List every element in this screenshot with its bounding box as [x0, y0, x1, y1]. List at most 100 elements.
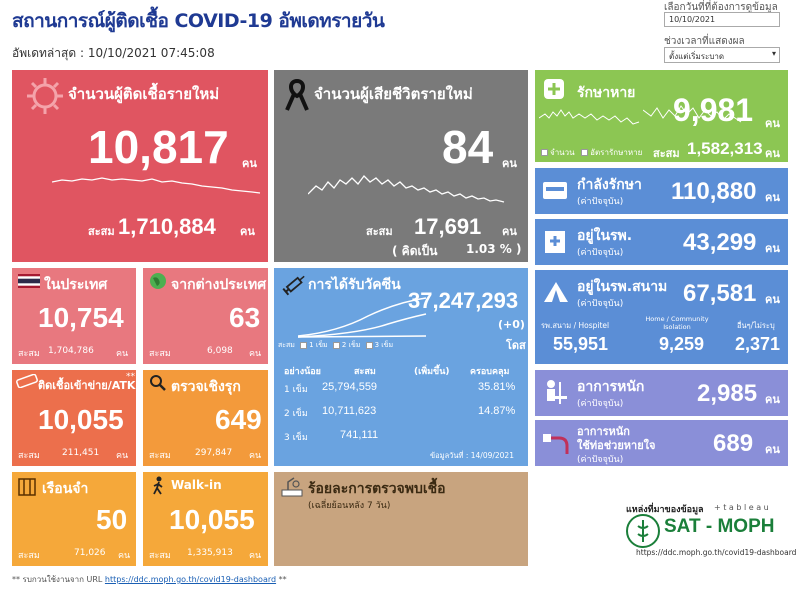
recovered-title: รักษาหาย [577, 85, 636, 101]
vaccine-as-of: ข้อมูลวันที่ : 14/09/2021 [430, 451, 514, 460]
severe-title: อาการหนัก [577, 379, 645, 395]
field-hospital-sub: (ค่าปัจจุบัน) [577, 299, 624, 309]
recovery-rate-line [643, 105, 742, 123]
hospital-icon [545, 231, 565, 253]
ventilator-card: อาการหนัก ใช้ท่อช่วยหายใจ (ค่าปัจจุบัน) … [535, 420, 788, 466]
vaccine-col-cum: สะสม [354, 367, 376, 377]
vaccine-col-cov: ครอบคลุม [470, 367, 510, 377]
tableau-logo: + t a b l e a u [714, 503, 769, 512]
vaccine-legend: สะสม 1 เข็ม 2 เข็ม 3 เข็ม [278, 340, 393, 351]
vaccine-row-dose: 3 เข็ม [284, 433, 308, 443]
domestic-cum-unit: คน [116, 349, 129, 359]
ventilator-unit: คน [765, 443, 780, 456]
period-filter-value: ตั้งแต่เริ่มระบาด [669, 52, 725, 61]
field-hospitel-label: รพ.สนาม / Hospitel [541, 321, 610, 330]
footer-prefix: ** รบกวนใช้งานจาก URL [12, 575, 103, 584]
vaccine-row-cum: 741,111 [340, 429, 379, 441]
recovered-value: 9,981 [673, 92, 754, 128]
recovered-cum-label: สะสม [653, 147, 680, 160]
prison-title: เรือนจำ [42, 481, 89, 497]
virus-icon [27, 78, 63, 114]
legend-dose2-label: 2 เข็ม [341, 341, 361, 349]
source-label: แหล่งที่มาของข้อมูล [626, 505, 704, 515]
foreign-cum-value: 6,098 [207, 346, 233, 356]
legend-dose2-checkbox[interactable] [332, 341, 340, 349]
network-atk-note: ** [126, 372, 135, 382]
last-updated: อัพเดทล่าสุด : 10/10/2021 07:45:08 [12, 44, 215, 63]
deaths-card: จำนวนผู้เสียชีวิตรายใหม่ 84 คน สะสม 17,6… [274, 70, 528, 262]
positivity-title: ร้อยละการตรวจพบเชื้อ [308, 481, 446, 497]
lab-test-icon [281, 477, 303, 497]
footer-link[interactable]: https://ddc.moph.go.th/covid19-dashboard [104, 575, 277, 584]
prison-card: เรือนจำ 50 สะสม 71,026 คน [12, 472, 136, 566]
ventilator-title2: ใช้ท่อช่วยหายใจ [577, 439, 656, 452]
treating-title: กำลังรักษา [577, 177, 642, 193]
deaths-cum-value: 17,691 [414, 214, 482, 239]
updated-label: อัพเดทล่าสุด : [12, 46, 84, 60]
vaccine-col-dose: อย่างน้อย [284, 367, 321, 377]
test-kit-icon [16, 374, 38, 388]
date-filter-input[interactable]: 10/10/2021 [664, 12, 780, 27]
field-home-isolation-label: Home / Community Isolation [645, 315, 709, 331]
new-cases-card: จำนวนผู้ติดเชื้อรายใหม่ 10,817 คน สะสม 1… [12, 70, 268, 262]
proactive-title: ตรวจเชิงรุก [171, 379, 241, 395]
ribbon-icon [285, 78, 309, 111]
prison-value: 50 [96, 504, 128, 535]
walkin-cum-label: สะสม [149, 551, 171, 561]
field-hospital-unit: คน [765, 293, 780, 306]
foreign-title: จากต่างประเทศ [171, 277, 267, 293]
network-atk-value: 10,055 [38, 404, 124, 435]
deaths-title: จำนวนผู้เสียชีวิตรายใหม่ [314, 85, 473, 103]
deaths-pct-label: ( คิดเป็น [392, 244, 438, 258]
hospital-card: อยู่ในรพ. (ค่าปัจจุบัน) 43,299 คน [535, 219, 788, 265]
magnifier-icon [150, 375, 166, 391]
vaccine-title: การได้รับวัคซีน [308, 277, 401, 293]
field-hospitel-value: 55,951 [553, 334, 609, 354]
legend-count-label: จำนวน [550, 148, 575, 157]
vaccine-card: การได้รับวัคซีน 37,247,293 (+0) โดส สะสม… [274, 268, 528, 466]
field-hospital-title: อยู่ในรพ.สนาม [577, 279, 668, 295]
treating-unit: คน [765, 191, 780, 204]
legend-count-checkbox[interactable] [541, 149, 548, 156]
vaccine-col-inc: (เพิ่มขึ้น) [414, 367, 450, 377]
recovered-cum-value: 1,582,313 [687, 139, 763, 158]
vaccine-unit: โดส [506, 339, 526, 352]
legend-rate-checkbox[interactable] [581, 149, 589, 156]
treating-value: 110,880 [671, 178, 757, 205]
legend-rate-label: อัตรารักษาหาย [590, 148, 643, 157]
recovered-card: รักษาหาย 9,981 คน จำนวน อัตรารักษาหาย สะ… [535, 70, 788, 162]
legend-dose1-checkbox[interactable] [300, 341, 308, 349]
vaccine-legend-label: สะสม [278, 341, 295, 349]
treating-sub: (ค่าปัจจุบัน) [577, 197, 624, 207]
legend-dose3-label: 3 เข็ม [374, 341, 394, 349]
foreign-card: จากต่างประเทศ 63 สะสม 6,098 คน [143, 268, 268, 364]
vaccine-trend-chart [298, 297, 427, 338]
severe-unit: คน [765, 393, 780, 406]
field-hospital-card: อยู่ในรพ.สนาม (ค่าปัจจุบัน) 67,581 คน รพ… [535, 270, 788, 364]
positivity-sub: (เฉลี่ยย้อนหลัง 7 วัน) [308, 501, 391, 511]
deaths-cum-unit: คน [502, 225, 517, 238]
ventilator-title: อาการหนัก [577, 425, 630, 438]
network-atk-cum-label: สะสม [18, 451, 40, 461]
severe-card: อาการหนัก (ค่าปัจจุบัน) 2,985 คน [535, 370, 788, 416]
updated-value: 10/10/2021 07:45:08 [87, 46, 215, 60]
deaths-value: 84 [442, 121, 494, 173]
new-cases-value: 10,817 [88, 121, 229, 173]
moph-logo-icon [626, 514, 660, 548]
hospital-value: 43,299 [683, 229, 757, 256]
walkin-value: 10,055 [169, 504, 255, 535]
period-filter-select[interactable]: ตั้งแต่เริ่มระบาด ▾ [664, 47, 780, 63]
globe-icon [150, 273, 166, 289]
treating-card: กำลังรักษา (ค่าปัจจุบัน) 110,880 คน [535, 168, 788, 214]
foreign-cum-label: สะสม [149, 349, 171, 359]
source-url[interactable]: https://ddc.moph.go.th/covid19-dashboard [636, 548, 797, 557]
walkin-cum-value: 1,335,913 [187, 548, 233, 558]
proactive-cum-value: 297,847 [195, 448, 233, 458]
chevron-down-icon: ▾ [771, 49, 776, 58]
intubation-icon [543, 434, 569, 454]
period-filter-label: ช่วงเวลาที่แสดงผล [664, 36, 745, 47]
legend-dose3-checkbox[interactable] [365, 341, 373, 349]
footer-note: ** รบกวนใช้งานจาก URL https://ddc.moph.g… [12, 573, 287, 586]
severe-sub: (ค่าปัจจุบัน) [577, 399, 624, 409]
new-cases-cum-label: สะสม [88, 225, 115, 238]
